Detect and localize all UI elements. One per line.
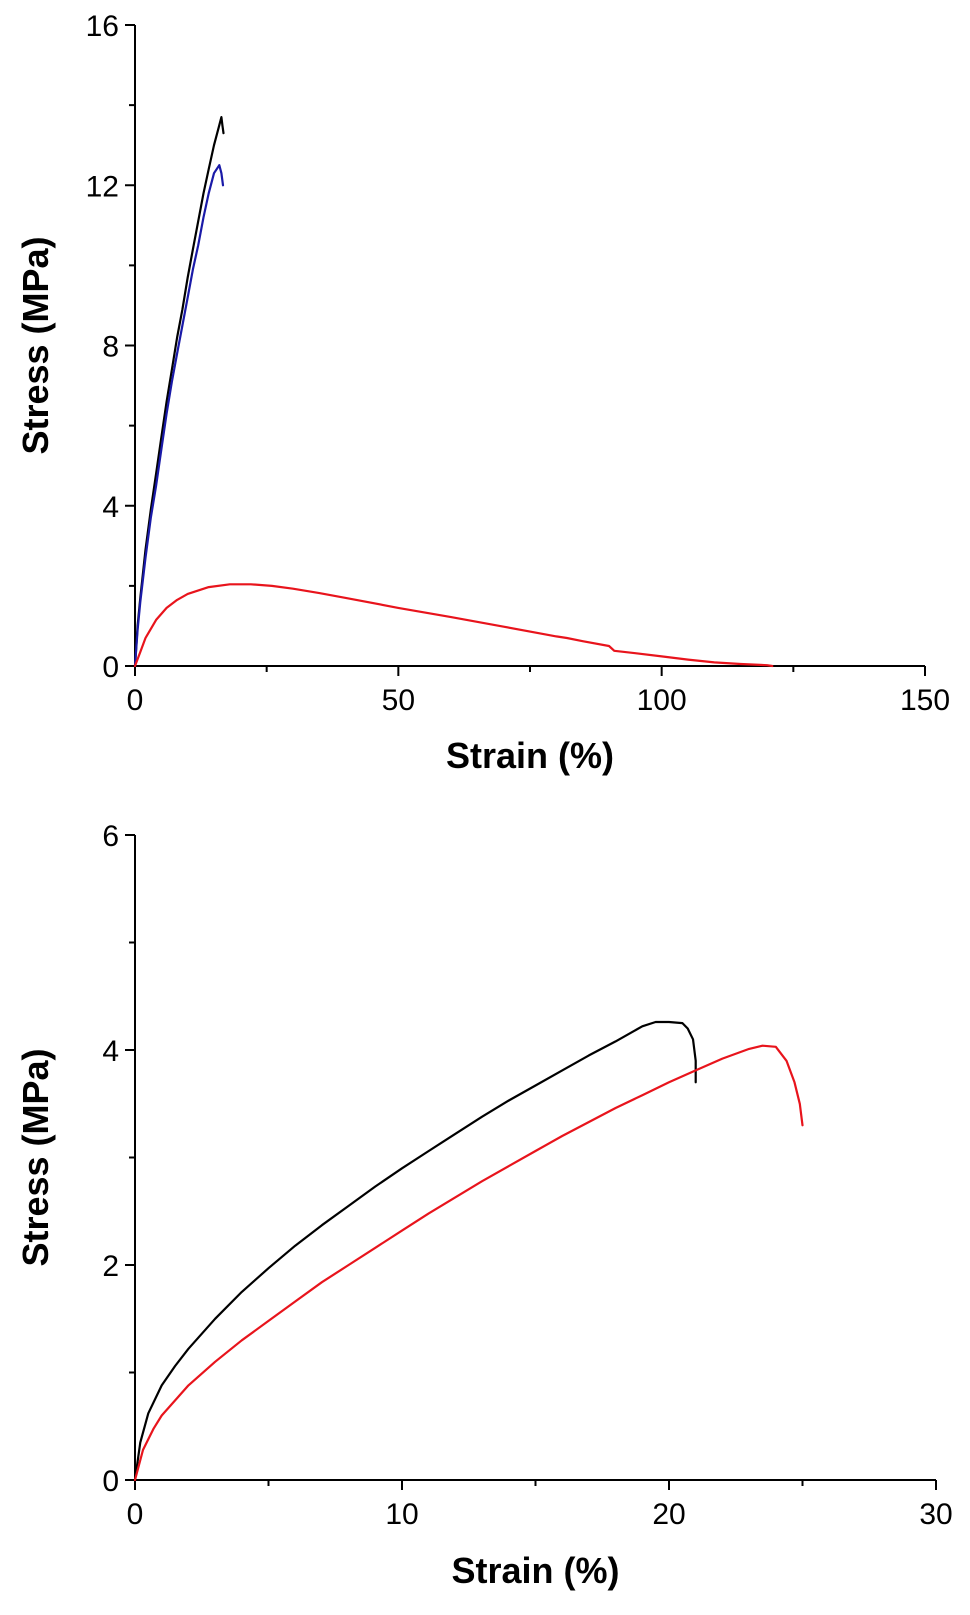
series-line-3 [133,583,774,668]
x-tick-label: 20 [652,1498,685,1531]
y-tick-label: 0 [102,651,119,684]
x-tick-label: 10 [385,1498,418,1531]
series-line-2 [133,1044,804,1482]
x-tick-label: 150 [900,684,950,717]
y-tick-label: 0 [102,1465,119,1498]
y-tick-label: 8 [102,331,119,364]
top-stress-strain-panel: 0 50 100 150 0 4 8 12 16 Strain (%) Stress (MPa) [15,10,950,776]
x-axis-title: Strain (%) [451,1550,619,1591]
y-tick-label: 4 [102,491,119,524]
series-line-1 [133,1020,697,1482]
x-tick-label: 0 [127,684,144,717]
y-axis-title: Stress (MPa) [15,1048,56,1266]
series-line-1 [133,115,225,668]
bottom-stress-strain-panel: 0 10 20 30 0 2 4 6 Strain (%) Stress (MPa) [15,820,953,1591]
y-tick-label: 16 [86,10,119,43]
y-tick-label: 4 [102,1035,119,1068]
y-tick-label: 6 [102,820,119,853]
y-tick-label: 12 [86,170,119,203]
x-axis-title: Strain (%) [446,735,614,776]
y-axis-title: Stress (MPa) [15,236,56,454]
x-tick-label: 50 [382,684,415,717]
y-tick-label: 2 [102,1250,119,1283]
x-tick-label: 30 [919,1498,952,1531]
x-tick-label: 0 [127,1498,144,1531]
series-line-2 [133,164,225,668]
x-tick-label: 100 [637,684,687,717]
